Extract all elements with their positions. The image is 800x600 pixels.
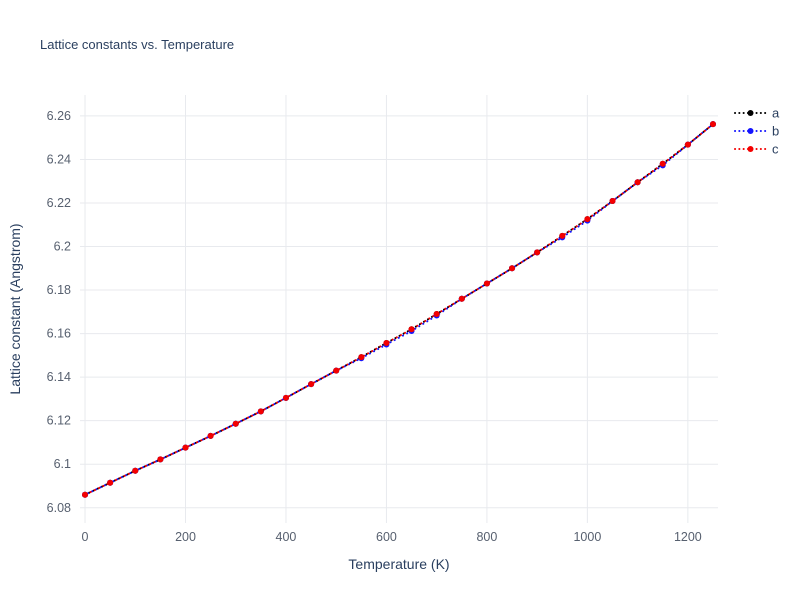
series-marker-c bbox=[559, 232, 566, 239]
series-marker-c bbox=[82, 491, 89, 498]
y-axis-title: Lattice constant (Angstrom) bbox=[7, 223, 23, 395]
x-tick-label: 800 bbox=[476, 530, 497, 544]
series-marker-c bbox=[358, 354, 365, 361]
x-tick-label: 0 bbox=[82, 530, 89, 544]
series-marker-c bbox=[182, 444, 189, 451]
series-marker-c bbox=[709, 121, 716, 128]
series-marker-c bbox=[107, 479, 114, 486]
series-marker-c bbox=[132, 467, 139, 474]
legend-item-c[interactable]: c bbox=[734, 142, 779, 157]
x-tick-label: 1200 bbox=[674, 530, 702, 544]
legend-item-b[interactable]: b bbox=[734, 124, 779, 139]
series-marker-c bbox=[483, 280, 490, 287]
series-marker-c bbox=[308, 381, 315, 388]
series-marker-c bbox=[257, 408, 264, 415]
series-marker-c bbox=[232, 420, 239, 427]
series-marker-c bbox=[684, 141, 691, 148]
series-marker-c bbox=[584, 216, 591, 223]
series-line-c bbox=[84, 123, 714, 496]
y-tick-label: 6.2 bbox=[54, 240, 71, 254]
x-tick-label: 600 bbox=[376, 530, 397, 544]
series-line-a bbox=[84, 123, 714, 496]
y-tick-label: 6.16 bbox=[47, 327, 71, 341]
series-marker-c bbox=[408, 326, 415, 333]
x-tick-label: 400 bbox=[276, 530, 297, 544]
legend-label-a: a bbox=[772, 106, 780, 121]
series-marker-c bbox=[157, 456, 164, 463]
series-marker-c bbox=[282, 394, 289, 401]
series-marker-c bbox=[333, 367, 340, 374]
series-marker-c bbox=[634, 179, 641, 186]
y-tick-label: 6.14 bbox=[47, 370, 71, 384]
legend-marker-b bbox=[747, 128, 754, 134]
legend-item-a[interactable]: a bbox=[734, 106, 780, 121]
legend-marker-c bbox=[747, 146, 754, 152]
y-tick-label: 6.18 bbox=[47, 283, 71, 297]
series-marker-c bbox=[433, 311, 440, 318]
series-marker-c bbox=[659, 160, 666, 167]
y-tick-label: 6.1 bbox=[54, 457, 71, 471]
series-marker-c bbox=[207, 432, 214, 439]
series-marker-c bbox=[534, 249, 541, 256]
series-marker-c bbox=[609, 198, 616, 205]
series-line-b bbox=[84, 123, 714, 496]
legend-label-b: b bbox=[772, 124, 779, 139]
series-marker-c bbox=[458, 295, 465, 302]
legend-label-c: c bbox=[772, 142, 779, 157]
y-tick-label: 6.22 bbox=[47, 196, 71, 210]
series-marker-c bbox=[509, 265, 516, 272]
y-tick-label: 6.12 bbox=[47, 414, 71, 428]
y-tick-label: 6.08 bbox=[47, 501, 71, 515]
y-tick-label: 6.26 bbox=[47, 109, 71, 123]
series-marker-c bbox=[383, 339, 390, 346]
legend-marker-a bbox=[747, 110, 754, 116]
x-tick-label: 1000 bbox=[573, 530, 601, 544]
x-tick-label: 200 bbox=[175, 530, 196, 544]
x-axis-title: Temperature (K) bbox=[348, 556, 450, 572]
y-tick-label: 6.24 bbox=[47, 152, 71, 166]
chart-title: Lattice constants vs. Temperature bbox=[40, 37, 235, 52]
